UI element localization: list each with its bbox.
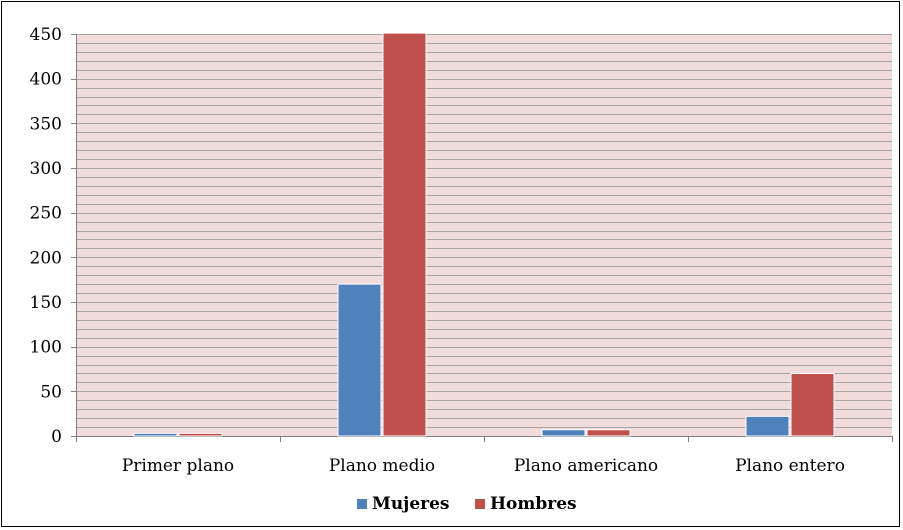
bar-mujeres [337, 283, 382, 437]
bar-hombres [178, 432, 223, 437]
bar-mujeres [541, 429, 586, 437]
x-category-label: Plano entero [735, 456, 845, 476]
y-tick-label: 350 [30, 114, 62, 134]
y-tick-label: 450 [30, 25, 62, 45]
bar-mujeres [745, 415, 790, 437]
bar-hombres [586, 429, 631, 437]
x-category-label: Plano americano [514, 456, 658, 476]
legend-swatch-mujeres [357, 499, 367, 509]
bar-mujeres [133, 432, 178, 437]
y-tick-label: 300 [30, 159, 62, 179]
legend-label-hombres: Hombres [490, 494, 577, 514]
bar-hombres [790, 372, 835, 437]
bar-hombres [382, 32, 427, 437]
y-tick-label: 400 [30, 70, 62, 90]
plot-area [76, 34, 892, 436]
y-tick-label: 150 [30, 293, 62, 313]
legend-label-mujeres: Mujeres [372, 494, 450, 514]
x-category-label: Primer plano [122, 456, 234, 476]
y-tick-label: 250 [30, 204, 62, 224]
x-category-label: Plano medio [329, 456, 435, 476]
y-tick-label: 50 [40, 382, 62, 402]
y-tick-label: 200 [30, 248, 62, 268]
legend-swatch-hombres [475, 499, 485, 509]
y-tick-label: 100 [30, 338, 62, 358]
y-tick-label: 0 [51, 427, 62, 447]
